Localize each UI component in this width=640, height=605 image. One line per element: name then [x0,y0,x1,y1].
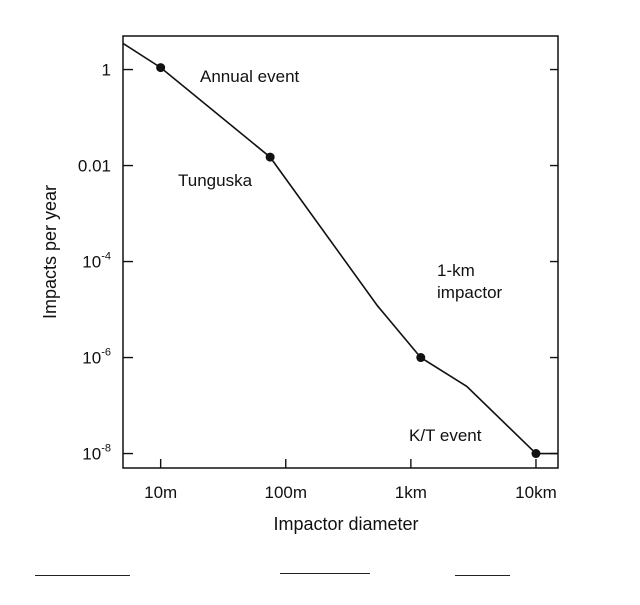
x-tick-label-2: 1km [395,483,427,502]
annotation-2: 1-km impactor [437,261,503,302]
x-tick-label-0: 10m [144,483,177,502]
x-axis-ticks: 10m 100m 1km 10km [144,459,557,502]
annotation-0: Annual event [200,67,300,86]
series-line [122,42,558,455]
data-point-1 [265,152,275,162]
annotation-1: Tunguska [178,171,253,190]
plot-frame [122,35,559,469]
data-markers [156,63,541,459]
y-axis-ticks: 1 0.01 10-4 10-6 10-8 [78,61,558,464]
y-tick-label-3: 10-6 [82,347,111,368]
y-tick-label-0: 1 [102,61,111,80]
annotations: Annual event Tunguska 1-km impactor K/T even… [178,67,503,445]
y-tick-label-4: 10-8 [82,443,111,464]
x-axis-title: Impactor diameter [273,514,418,534]
footer-rule-middle [280,573,370,574]
y-tick-label-2: 10-4 [82,251,111,272]
data-point-0 [156,63,166,73]
footer-rule-left [35,575,130,576]
data-point-3 [531,449,541,459]
data-point-2 [416,353,426,363]
x-tick-label-3: 10km [515,483,557,502]
annotation-3: K/T event [409,426,482,445]
footer-rule-right [455,575,510,576]
y-tick-label-1: 0.01 [78,157,111,176]
x-tick-label-1: 100m [264,483,307,502]
y-axis-title: Impacts per year [40,185,60,319]
